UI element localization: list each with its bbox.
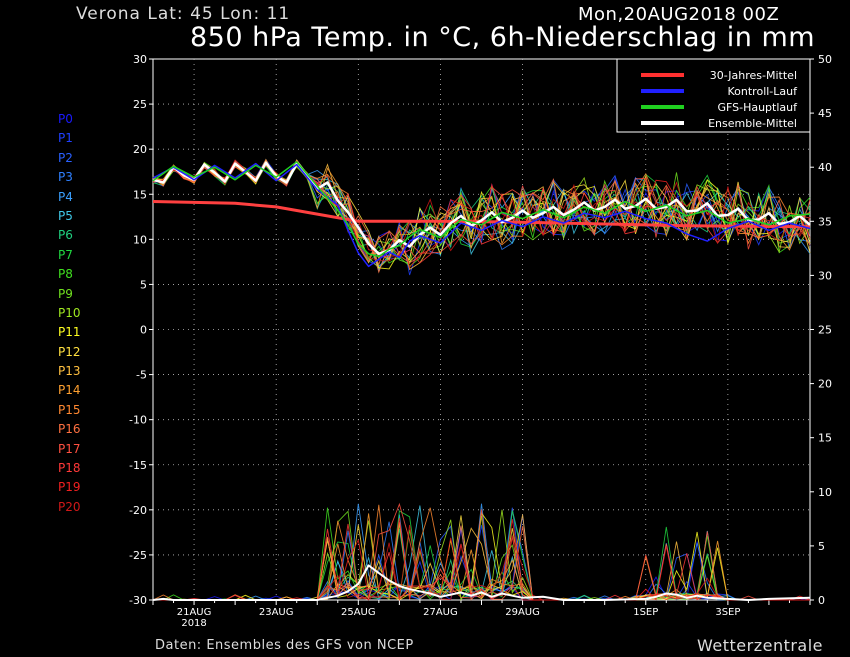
left-axis: -30 -25 -20 -15 -10 -5 0 5 10 15 20 25 30 bbox=[129, 53, 153, 607]
legend-background bbox=[616, 58, 811, 133]
time-tick-label: 1SEP bbox=[633, 607, 658, 618]
station-label: Verona Lat: 45 Lon: 11 bbox=[76, 4, 291, 24]
legend-label: 30-Jahres-Mittel bbox=[710, 69, 797, 82]
member-label: P2 bbox=[58, 150, 73, 165]
right-tick-label: 45 bbox=[818, 107, 832, 120]
member-label: P6 bbox=[58, 228, 73, 243]
member-label: P1 bbox=[58, 131, 73, 146]
left-tick-label: 0 bbox=[140, 324, 147, 337]
time-tick-label: 23AUG bbox=[259, 607, 294, 618]
member-label: P3 bbox=[58, 170, 73, 185]
time-tick-label: 3SEP bbox=[715, 607, 740, 618]
series-line bbox=[152, 162, 811, 268]
left-tick-label: -25 bbox=[129, 549, 147, 562]
right-tick-label: 5 bbox=[818, 540, 825, 553]
left-tick-label: 30 bbox=[133, 53, 147, 66]
year-label: 2018 bbox=[181, 618, 206, 629]
left-tick-label: 20 bbox=[133, 143, 147, 156]
right-tick-label: 35 bbox=[818, 215, 832, 228]
data-source: Daten: Ensembles des GFS von NCEP bbox=[155, 638, 414, 653]
member-label: P5 bbox=[58, 208, 73, 223]
right-tick-label: 15 bbox=[818, 432, 832, 445]
member-label: P19 bbox=[58, 480, 81, 495]
left-tick-label: 10 bbox=[133, 233, 147, 246]
time-tick-label: 21AUG bbox=[177, 607, 212, 618]
left-tick-label: 25 bbox=[133, 98, 147, 111]
main-series bbox=[152, 161, 811, 601]
member-label: P13 bbox=[58, 364, 81, 379]
gridlines bbox=[153, 59, 810, 600]
member-label: P8 bbox=[58, 267, 73, 282]
legend-label: GFS-Hauptlauf bbox=[717, 101, 798, 114]
member-label: P10 bbox=[58, 305, 81, 320]
time-tick-label: 25AUG bbox=[341, 607, 376, 618]
legend-box: 30-Jahres-Mittel Kontroll-Lauf GFS-Hauptla… bbox=[616, 58, 811, 133]
series-line bbox=[152, 200, 811, 229]
ensemble-member-line bbox=[152, 158, 811, 274]
left-tick-label: -30 bbox=[129, 594, 147, 607]
right-tick-label: 50 bbox=[818, 53, 832, 66]
series-line bbox=[152, 161, 811, 258]
chart-title: 850 hPa Temp. in °C, 6h-Niederschlag in … bbox=[190, 22, 816, 53]
time-tick-label: 27AUG bbox=[423, 607, 458, 618]
left-tick-label: 15 bbox=[133, 188, 147, 201]
member-label: P0 bbox=[58, 112, 73, 126]
right-tick-label: 40 bbox=[818, 161, 832, 174]
left-tick-label: -5 bbox=[136, 369, 147, 382]
member-label: P20 bbox=[58, 499, 81, 514]
right-tick-label: 30 bbox=[818, 269, 832, 282]
member-label: P18 bbox=[58, 461, 81, 476]
series-line bbox=[152, 564, 811, 601]
member-label: P17 bbox=[58, 441, 81, 456]
right-axis: 0 5 10 15 20 25 30 35 40 45 50 bbox=[810, 53, 832, 607]
time-axis: 21AUG 23AUG 25AUG 27AUG 29AUG 1SEP 3SEP 2018 bbox=[152, 600, 811, 629]
right-tick-label: 20 bbox=[818, 378, 832, 391]
right-tick-label: 10 bbox=[818, 486, 832, 499]
member-label: P16 bbox=[58, 422, 81, 437]
member-label: P15 bbox=[58, 402, 81, 417]
right-tick-label: 0 bbox=[818, 594, 825, 607]
left-tick-label: 5 bbox=[140, 278, 147, 291]
legend-label: Kontroll-Lauf bbox=[728, 85, 799, 98]
legend-label: Ensemble-Mittel bbox=[708, 117, 797, 130]
left-tick-label: -15 bbox=[129, 459, 147, 472]
right-tick-label: 25 bbox=[818, 324, 832, 337]
left-tick-label: -20 bbox=[129, 504, 147, 517]
member-label: P12 bbox=[58, 344, 81, 359]
brand-label: Wetterzentrale bbox=[697, 636, 824, 655]
member-label: P7 bbox=[58, 247, 73, 262]
time-tick-label: 29AUG bbox=[505, 607, 540, 618]
member-label: P11 bbox=[58, 325, 81, 340]
run-date: Mon,20AUG2018 00Z bbox=[578, 4, 780, 25]
member-label: P9 bbox=[58, 286, 73, 301]
left-tick-label: -10 bbox=[129, 414, 147, 427]
ensemble-precipitation-members bbox=[152, 502, 811, 601]
member-label: P4 bbox=[58, 189, 73, 204]
member-label: P14 bbox=[58, 383, 81, 398]
member-legend: P0 P1 P2 P3 P4 P5 P6 P7 P8 P9 P10 P11 P12 P13 P14 P15 P1… bbox=[58, 110, 81, 517]
